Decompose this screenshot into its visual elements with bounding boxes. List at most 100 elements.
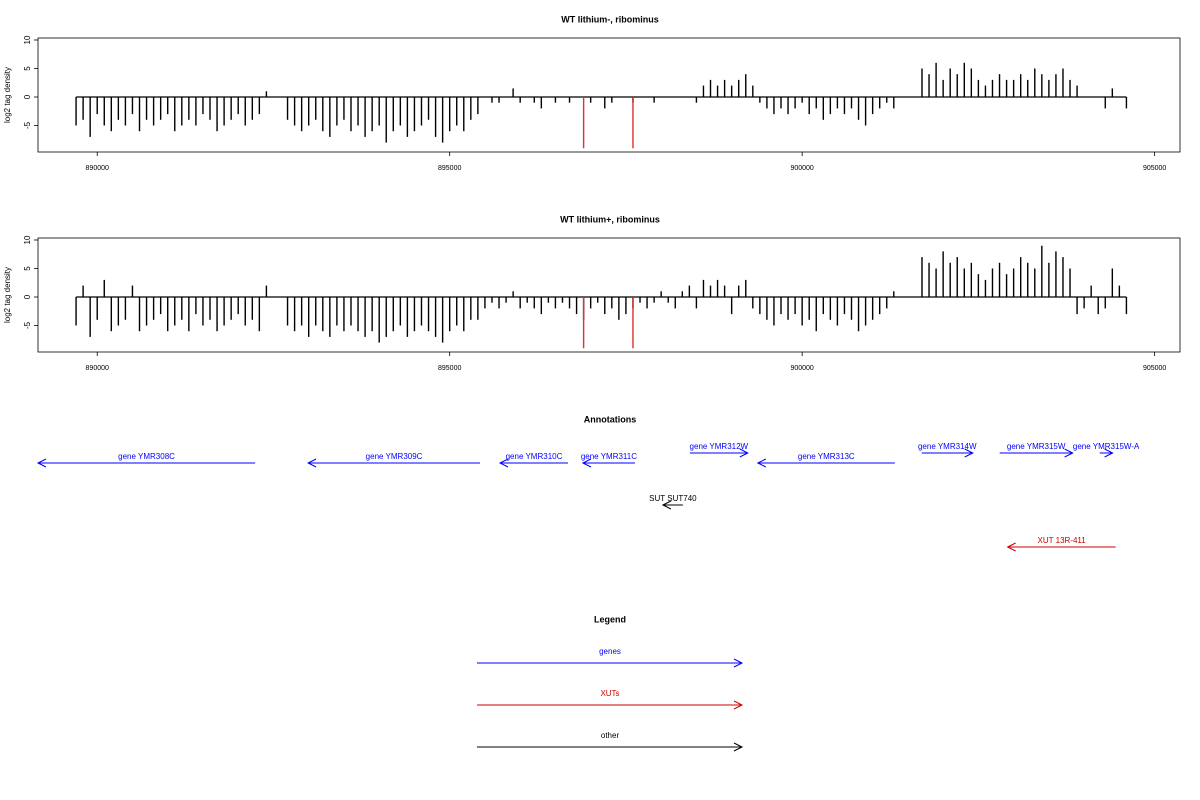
y-tick-label: 5: [23, 266, 32, 271]
bar: [448, 96, 451, 132]
bar: [181, 96, 183, 126]
bar: [801, 96, 803, 103]
bar: [1118, 285, 1121, 297]
bar: [886, 296, 888, 309]
bar: [1104, 296, 1106, 309]
bar: [1048, 79, 1050, 97]
bar: [561, 96, 564, 98]
bar: [1083, 296, 1085, 309]
bar: [752, 85, 754, 97]
bar: [928, 74, 930, 97]
bar: [1034, 68, 1036, 97]
x-tick-label: 905000: [1143, 165, 1166, 172]
feature-label: gene YMR310C: [506, 452, 563, 461]
bar: [75, 296, 77, 326]
x-tick-label: 895000: [438, 165, 461, 172]
bar: [1090, 96, 1092, 98]
bar: [174, 296, 176, 326]
bar: [850, 96, 853, 109]
y-tick-label: -5: [23, 121, 32, 129]
bar: [279, 296, 282, 298]
bar: [357, 296, 359, 332]
bar: [406, 96, 409, 137]
bar: [463, 296, 465, 332]
bar: [907, 296, 909, 298]
y-tick-label: 0: [23, 94, 32, 99]
bar: [188, 296, 190, 332]
bar: [949, 262, 951, 297]
chart-title: WT lithium-, ribominus: [561, 14, 659, 24]
bar: [815, 296, 817, 332]
bar: [378, 96, 380, 126]
bar: [138, 96, 141, 132]
bar: [773, 296, 775, 326]
bar: [512, 88, 514, 97]
bar: [1019, 74, 1022, 97]
bar: [822, 296, 825, 315]
bar: [498, 296, 500, 309]
bar: [794, 296, 796, 315]
plot-frame: [37, 37, 1181, 153]
bar: [293, 296, 296, 332]
bar: [329, 96, 331, 137]
bar: [96, 96, 98, 115]
bar: [322, 96, 324, 132]
bar: [568, 296, 571, 309]
y-tick-label: 10: [23, 35, 32, 44]
bar: [893, 96, 895, 109]
bar: [942, 251, 944, 297]
bar: [597, 296, 599, 303]
bar: [159, 96, 162, 120]
bar: [244, 296, 246, 326]
bar: [589, 96, 592, 103]
bar: [477, 296, 479, 320]
bar: [688, 285, 691, 297]
bar: [773, 96, 775, 115]
bar: [124, 296, 127, 320]
bar: [942, 79, 944, 97]
bar: [519, 296, 521, 309]
bar: [174, 96, 176, 132]
bar: [1097, 296, 1099, 315]
bar: [526, 296, 528, 303]
bar: [258, 296, 261, 332]
bar: [850, 296, 853, 320]
bar: [554, 96, 557, 103]
bar: [145, 296, 148, 326]
bar: [759, 296, 761, 315]
bar: [202, 96, 204, 115]
bar: [554, 296, 557, 309]
y-tick-label: 10: [23, 235, 32, 244]
bar: [998, 262, 1001, 297]
bar: [723, 285, 726, 297]
bar: [660, 291, 662, 297]
bar: [843, 96, 846, 115]
feature-arrowhead: [964, 448, 974, 458]
bar: [632, 296, 634, 349]
bar: [921, 257, 923, 297]
bar: [787, 296, 789, 320]
bar: [808, 296, 810, 320]
bar: [836, 96, 839, 109]
feature-label: SUT SUT740: [649, 494, 697, 503]
bar: [660, 96, 662, 98]
bar: [491, 96, 493, 103]
bar: [780, 296, 782, 315]
bar: [864, 296, 867, 326]
bar: [893, 291, 895, 297]
bar: [900, 96, 902, 98]
bar: [265, 285, 268, 297]
bar: [1005, 274, 1008, 297]
bar: [681, 291, 684, 297]
bar: [350, 96, 352, 132]
bar: [371, 96, 373, 132]
bar: [406, 296, 409, 337]
bar: [984, 279, 987, 297]
bar: [907, 96, 909, 98]
bar: [378, 296, 380, 343]
bar: [1027, 262, 1029, 297]
y-tick-label: -5: [23, 321, 32, 329]
bar: [103, 96, 105, 126]
x-tick-label: 900000: [790, 365, 813, 372]
bar: [914, 296, 916, 298]
